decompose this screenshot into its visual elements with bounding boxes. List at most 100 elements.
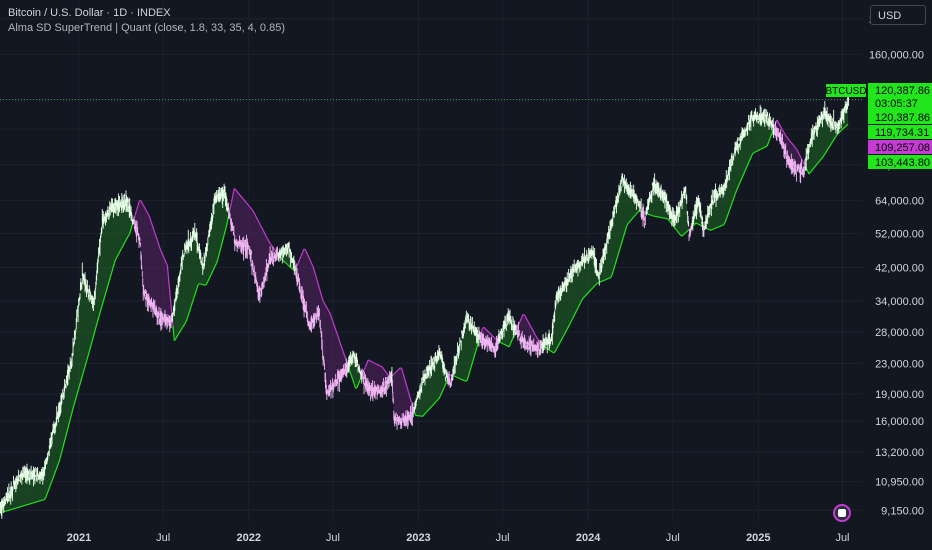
trend-band: [557, 293, 560, 347]
trend-band: [186, 243, 189, 320]
supertrend-line: [70, 410, 74, 417]
trend-band: [610, 219, 613, 278]
supertrend-line: [364, 363, 368, 368]
trend-band: [182, 249, 185, 328]
trend-band: [89, 294, 91, 352]
supertrend-line: [437, 397, 440, 401]
supertrend-line: [795, 148, 799, 152]
flag-icon[interactable]: [833, 504, 851, 522]
symbol-title[interactable]: Bitcoin / U.S. Dollar · 1D · INDEX: [8, 7, 171, 19]
trend-band: [576, 265, 578, 312]
time-axis[interactable]: Jul 2021 Jul 2022 Jul 2023 Jul 2024 Jul 2025 Jul: [0, 532, 850, 544]
trend-band: [55, 416, 58, 471]
supertrend-line: [486, 329, 489, 332]
supertrend-line: [832, 138, 835, 142]
supertrend-line: [405, 382, 408, 389]
price-label-value: 120,387.86: [875, 112, 930, 124]
trend-band: [587, 255, 589, 294]
supertrend-line: [173, 338, 177, 342]
currency-button[interactable]: USD: [870, 5, 926, 25]
supertrend-line: [332, 322, 336, 328]
supertrend-line: [270, 243, 273, 247]
trend-band: [48, 445, 51, 490]
trend-band: [214, 199, 217, 267]
supertrend-line: [151, 224, 154, 229]
trend-band: [471, 325, 473, 366]
trend-band: [146, 210, 148, 300]
trend-band: [246, 203, 249, 248]
trend-band: [306, 252, 309, 321]
price-label-value: 109,257.08: [875, 142, 930, 154]
supertrend-line: [52, 474, 55, 479]
time-tick-label: Jul: [496, 532, 510, 544]
supertrend-line: [369, 360, 372, 362]
supertrend-line: [462, 379, 465, 382]
supertrend-line: [116, 253, 120, 257]
supertrend-line: [357, 380, 361, 385]
trend-band: [119, 203, 122, 252]
supertrend-line: [122, 243, 125, 247]
trend-band: [235, 190, 238, 244]
trend-band: [107, 212, 109, 288]
supertrend-line: [466, 375, 470, 381]
trend-band: [559, 291, 561, 344]
supertrend-line: [493, 336, 496, 339]
supertrend-line: [441, 388, 445, 393]
supertrend-line: [243, 199, 246, 203]
trend-band: [369, 360, 372, 390]
supertrend-line: [164, 258, 167, 263]
supertrend-line: [671, 224, 675, 227]
supertrend-line: [92, 331, 96, 337]
supertrend-line: [288, 265, 291, 268]
trend-band: [439, 353, 441, 399]
supertrend-line: [504, 344, 507, 347]
supertrend-line: [300, 252, 304, 256]
supertrend-line: [460, 378, 462, 380]
supertrend-line: [724, 217, 728, 223]
supertrend-line: [798, 154, 802, 158]
trend-band: [623, 181, 625, 237]
trend-band: [37, 475, 40, 502]
supertrend-line: [306, 252, 309, 257]
trend-band: [552, 320, 554, 354]
supertrend-line: [536, 337, 539, 341]
trend-band: [124, 202, 126, 244]
supertrend-line: [465, 379, 468, 382]
flag-icon-inner: [838, 509, 846, 517]
supertrend-line: [525, 317, 528, 321]
supertrend-line: [472, 356, 475, 362]
supertrend-line: [126, 235, 129, 239]
supertrend-line: [380, 365, 383, 368]
supertrend-line: [491, 335, 495, 338]
supertrend-line: [134, 209, 138, 215]
supertrend-line: [424, 411, 428, 414]
supertrend-line: [458, 377, 461, 380]
trend-band: [47, 451, 49, 494]
trend-band: [813, 131, 815, 169]
supertrend-line: [761, 147, 764, 150]
supertrend-line: [98, 311, 102, 317]
trend-band: [470, 323, 472, 371]
price-label-value: 119,734.31: [875, 127, 929, 139]
trend-band: [22, 473, 24, 507]
supertrend-line: [338, 339, 341, 344]
indicator-title[interactable]: Alma SD SuperTrend | Quant (close, 1.8, …: [8, 22, 285, 34]
trend-band: [422, 379, 425, 417]
supertrend-line: [833, 136, 837, 140]
time-tick-label: Jul: [156, 532, 170, 544]
price-label-value: 120,387.86: [875, 85, 930, 97]
trend-band: [57, 411, 59, 467]
trend-band: [465, 319, 468, 382]
trend-band: [585, 256, 588, 296]
supertrend-line: [303, 248, 306, 251]
supertrend-line: [129, 228, 132, 234]
trend-band: [474, 329, 476, 357]
supertrend-line: [58, 458, 61, 464]
supertrend-line: [839, 130, 842, 133]
supertrend-line: [392, 372, 396, 376]
supertrend-line: [53, 470, 57, 475]
trend-band: [149, 216, 151, 305]
trend-band: [590, 252, 592, 291]
supertrend-line: [210, 272, 213, 276]
